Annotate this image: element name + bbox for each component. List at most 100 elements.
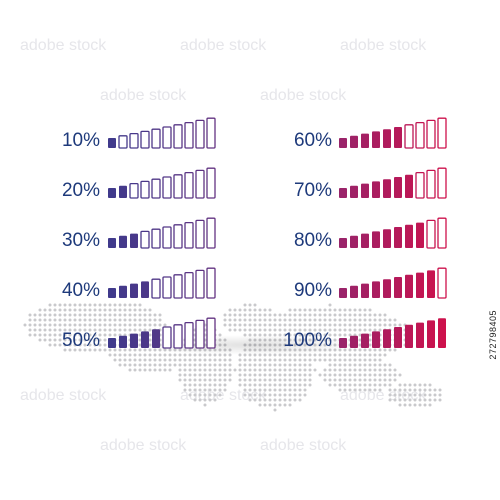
- map-dot: [103, 343, 107, 347]
- map-dot: [208, 368, 212, 372]
- map-dot: [103, 348, 107, 352]
- map-dot: [83, 303, 87, 307]
- map-dot: [298, 318, 302, 322]
- map-dot: [198, 398, 202, 402]
- map-dot: [368, 313, 372, 317]
- map-dot: [393, 393, 397, 397]
- map-dot: [423, 398, 427, 402]
- map-dot: [68, 308, 72, 312]
- map-dot: [83, 318, 87, 322]
- level-segment-filled: [350, 285, 358, 298]
- percent-label: 60%: [294, 130, 332, 151]
- map-dot: [133, 328, 137, 332]
- map-dot: [253, 318, 257, 322]
- percent-label: 90%: [294, 280, 332, 301]
- map-dot: [328, 353, 332, 357]
- map-dot: [213, 373, 217, 377]
- map-dot: [63, 303, 67, 307]
- map-dot: [38, 333, 42, 337]
- map-dot: [378, 363, 382, 367]
- map-dot: [353, 333, 357, 337]
- map-dot: [148, 313, 152, 317]
- watermark-text: adobe stock: [100, 87, 187, 104]
- map-dot: [298, 398, 302, 402]
- map-dot: [288, 398, 292, 402]
- map-dot: [148, 358, 152, 362]
- map-dot: [278, 398, 282, 402]
- map-dot: [388, 318, 392, 322]
- map-dot: [178, 363, 182, 367]
- map-dot: [128, 353, 132, 357]
- map-dot: [248, 378, 252, 382]
- map-dot: [258, 378, 262, 382]
- level-segment-filled: [130, 233, 138, 248]
- map-dot: [103, 313, 107, 317]
- watermark-text: adobe stock: [100, 437, 187, 454]
- map-dot: [83, 308, 87, 312]
- map-dot: [58, 343, 62, 347]
- map-dot: [98, 313, 102, 317]
- map-dot: [123, 358, 127, 362]
- map-dot: [253, 308, 257, 312]
- map-dot: [318, 373, 322, 377]
- map-dot: [268, 363, 272, 367]
- map-dot: [133, 323, 137, 327]
- map-dot: [153, 363, 157, 367]
- map-dot: [318, 353, 322, 357]
- map-dot: [73, 303, 77, 307]
- map-dot: [338, 323, 342, 327]
- map-dot: [273, 318, 277, 322]
- map-dot: [363, 358, 367, 362]
- map-dot: [53, 313, 57, 317]
- map-dot: [313, 313, 317, 317]
- map-dot: [343, 313, 347, 317]
- map-dot: [83, 338, 87, 342]
- map-dot: [378, 323, 382, 327]
- map-dot: [83, 333, 87, 337]
- map-dot: [273, 403, 277, 407]
- level-segment-filled: [405, 324, 413, 348]
- level-segment-empty: [151, 228, 161, 249]
- map-dot: [83, 343, 87, 347]
- map-dot: [128, 323, 132, 327]
- map-dot: [53, 323, 57, 327]
- map-dot: [358, 383, 362, 387]
- map-dot: [133, 313, 137, 317]
- map-dot: [328, 303, 332, 307]
- map-dot: [378, 368, 382, 372]
- map-dot: [373, 388, 377, 392]
- map-dot: [108, 323, 112, 327]
- map-dot: [268, 383, 272, 387]
- map-dot: [83, 313, 87, 317]
- map-dot: [288, 313, 292, 317]
- map-dot: [243, 383, 247, 387]
- level-segment-filled: [108, 338, 116, 348]
- map-dot: [428, 388, 432, 392]
- map-dot: [348, 363, 352, 367]
- map-dot: [113, 328, 117, 332]
- map-dot: [308, 363, 312, 367]
- map-dot: [308, 308, 312, 312]
- map-dot: [383, 363, 387, 367]
- left-row: 30%: [62, 217, 216, 251]
- map-dot: [48, 343, 52, 347]
- map-dot: [178, 353, 182, 357]
- map-dot: [348, 333, 352, 337]
- map-dot: [188, 373, 192, 377]
- map-dot: [388, 398, 392, 402]
- map-dot: [58, 323, 62, 327]
- map-dot: [93, 348, 97, 352]
- map-dot: [223, 373, 227, 377]
- map-dot: [98, 333, 102, 337]
- map-dot: [33, 318, 37, 322]
- level-segment-filled: [416, 322, 424, 348]
- map-dot: [363, 318, 367, 322]
- map-dot: [258, 388, 262, 392]
- map-dot: [163, 363, 167, 367]
- watermark-text: adobe stock: [180, 37, 267, 54]
- level-segment-filled: [339, 288, 347, 298]
- map-dot: [408, 403, 412, 407]
- map-dot: [273, 363, 277, 367]
- map-dot: [58, 318, 62, 322]
- map-dot: [128, 308, 132, 312]
